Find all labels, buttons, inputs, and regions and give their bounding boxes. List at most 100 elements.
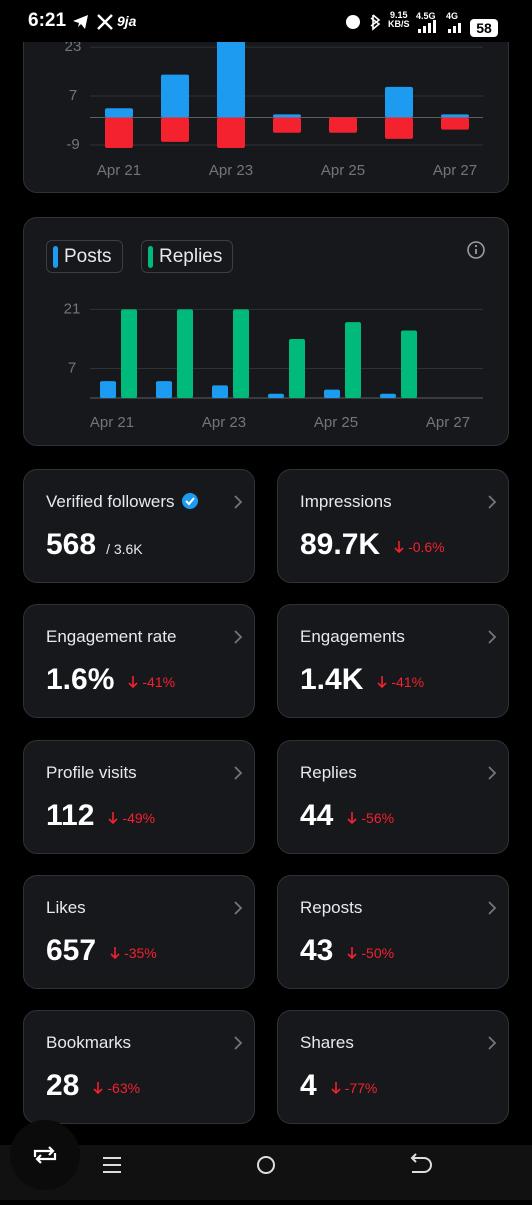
stat-row: 657 -35%	[46, 934, 157, 968]
bar	[212, 385, 228, 398]
stat-total: / 3.6K	[106, 541, 143, 557]
stat-card[interactable]: Replies 44 -56%	[277, 739, 509, 854]
nav-bar	[0, 1145, 532, 1200]
stat-value: 28	[46, 1069, 80, 1102]
down-arrow	[347, 811, 357, 824]
nav-icons	[103, 1153, 432, 1174]
bar	[329, 117, 357, 133]
stat-label: Bookmarks	[46, 1033, 132, 1052]
repost-icon	[33, 1146, 57, 1164]
bar	[385, 117, 413, 139]
status-icons	[346, 14, 381, 31]
stat-value: 4	[300, 1069, 317, 1102]
chevron	[488, 901, 497, 915]
stat-change-value: -49%	[122, 809, 156, 826]
down-arrow	[93, 1082, 103, 1095]
stat-value: 568	[46, 528, 97, 561]
stat-value: 1.4K	[300, 663, 364, 697]
bar	[161, 117, 189, 142]
stat-card[interactable]: Profile visits 112 -49%	[23, 739, 255, 854]
network: 4G	[446, 11, 459, 21]
network: 4.5G	[416, 11, 436, 21]
legend-label: Posts	[64, 245, 112, 267]
down-arrow	[394, 541, 404, 554]
chevron	[234, 495, 243, 509]
stat-label: Engagement rate	[46, 627, 177, 647]
back-button[interactable]	[410, 1153, 432, 1173]
stat-change: -0.6%	[394, 539, 445, 555]
bar	[441, 117, 469, 130]
stat-change: -56%	[347, 810, 394, 826]
bar	[289, 338, 305, 398]
stat-card[interactable]: Verified followers 568 / 3.6K	[23, 469, 255, 583]
stat-label: Engagements	[300, 627, 405, 647]
menu-button[interactable]	[103, 1157, 121, 1173]
stat-label: Replies	[300, 762, 357, 782]
bar	[385, 86, 413, 118]
signal	[418, 20, 461, 33]
stat-value: 112	[46, 798, 95, 832]
legend-posts[interactable]: Posts	[46, 240, 123, 273]
y-tick-label: 7	[68, 359, 76, 376]
bar	[380, 393, 396, 398]
stat-change-value: -35%	[124, 944, 157, 961]
x-tick-label: Apr 23	[202, 414, 246, 431]
time: 6:21	[28, 10, 67, 31]
stat-card[interactable]: Impressions 89.7K -0.6%	[277, 469, 509, 583]
stat-change: -50%	[347, 945, 394, 961]
info-icon[interactable]	[466, 240, 486, 260]
stat-change: -35%	[110, 945, 157, 961]
stat-card[interactable]: Reposts 43 -50%	[277, 874, 509, 989]
x-tick-label: Apr 21	[90, 414, 134, 431]
speed-unit: KB/S	[388, 19, 410, 29]
stat-card[interactable]: Bookmarks 28 -63%	[23, 1010, 255, 1124]
stat-change-value: -50%	[361, 944, 395, 961]
stat-change-value: -41%	[142, 674, 176, 691]
floating-button[interactable]	[10, 1120, 80, 1190]
stat-label: Reposts	[300, 897, 363, 917]
stat-value: 43	[300, 933, 334, 967]
stat-value: 44	[300, 798, 334, 832]
y-tick-label: 21	[64, 300, 81, 317]
stat-card[interactable]: Likes 657 -35%	[23, 874, 255, 989]
bar	[273, 114, 301, 118]
stat-label: Shares	[300, 1033, 354, 1052]
stat-row: 112 -49%	[46, 799, 155, 833]
stat-change: -63%	[93, 1080, 140, 1096]
bar	[268, 393, 284, 398]
stat-change: -41%	[128, 674, 175, 690]
stat-value: 657	[46, 933, 97, 967]
app-icon: 9ja	[117, 13, 137, 29]
legend-replies[interactable]: Replies	[141, 240, 234, 273]
bar	[441, 114, 469, 118]
bar	[217, 42, 245, 118]
x-tick-label: Apr 23	[209, 162, 253, 179]
down-arrow	[110, 946, 120, 959]
stat-label: Profile visits	[46, 762, 137, 782]
legend-swatch	[148, 245, 153, 268]
bar	[273, 117, 301, 133]
down-arrow	[377, 676, 387, 689]
stat-row: 1.4K -41%	[300, 663, 424, 697]
stat-change-value: -0.6%	[408, 539, 445, 555]
net-speed: 9.15 KB/S	[388, 11, 410, 29]
stat-row: 1.6% -41%	[46, 663, 175, 697]
stat-label: Likes	[46, 897, 86, 917]
chevron	[234, 1036, 243, 1050]
bar	[105, 117, 133, 148]
stat-card[interactable]: Engagement rate 1.6% -41%	[23, 604, 255, 719]
y-tick-label: 23	[65, 38, 82, 55]
home-button[interactable]	[257, 1156, 275, 1174]
chevron	[234, 765, 243, 780]
verified-badge	[181, 493, 198, 509]
battery: 58	[470, 19, 498, 37]
stat-value: 1.6%	[46, 663, 115, 697]
stat-row: 28 -63%	[46, 1069, 140, 1103]
stat-row: 568 / 3.6K	[46, 528, 143, 562]
stat-card[interactable]: Engagements 1.4K -41%	[277, 604, 509, 719]
stat-card[interactable]: Shares 4 -77%	[277, 1010, 509, 1124]
bar	[121, 309, 137, 398]
bar	[100, 381, 116, 398]
chevron	[488, 1036, 497, 1050]
